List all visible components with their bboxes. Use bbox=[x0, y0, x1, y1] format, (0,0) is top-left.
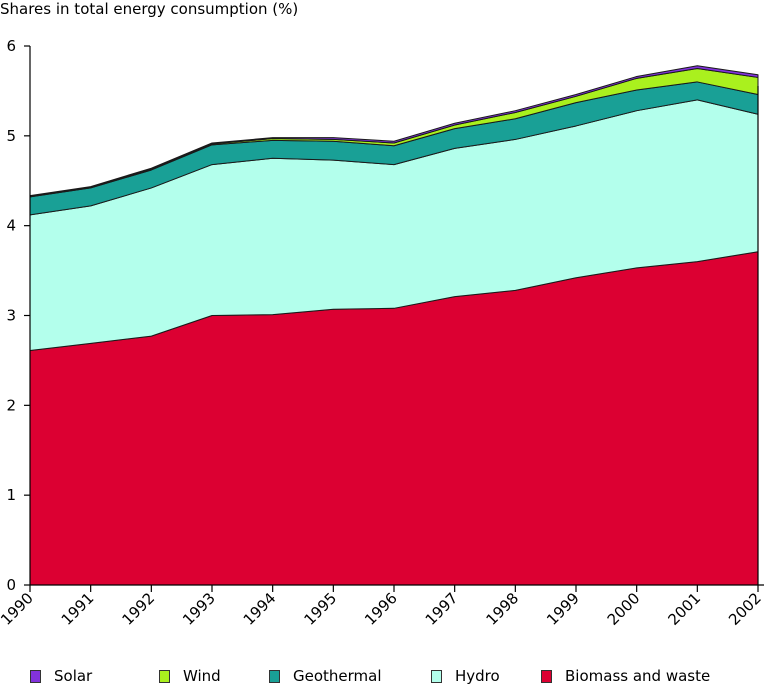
x-tick-label: 1993 bbox=[179, 589, 219, 629]
legend-label-geothermal: Geothermal bbox=[293, 667, 382, 685]
legend-label-wind: Wind bbox=[183, 667, 221, 685]
x-tick-label: 1996 bbox=[361, 589, 401, 629]
legend-item-biomass-and-waste: Biomass and waste bbox=[541, 667, 710, 685]
legend-swatch-solar bbox=[30, 669, 41, 683]
x-tick-label: 1999 bbox=[543, 589, 583, 629]
y-tick-label: 1 bbox=[6, 486, 16, 504]
legend-item-solar: Solar bbox=[30, 667, 159, 685]
x-tick-label: 1997 bbox=[422, 589, 462, 629]
y-tick-label: 4 bbox=[6, 217, 16, 235]
x-tick-label: 1995 bbox=[300, 589, 340, 629]
x-tick-label: 2000 bbox=[604, 589, 644, 629]
area-layers bbox=[29, 65, 759, 586]
x-axis-ticks: 1990 1991 1992 1993 1994 1995 1996 1997 1998 1999… bbox=[0, 585, 765, 629]
y-axis-ticks: 0 1 2 3 4 5 6 bbox=[6, 37, 30, 594]
x-tick-label: 2001 bbox=[664, 589, 704, 629]
x-tick-label: 1991 bbox=[58, 589, 98, 629]
y-tick-label: 3 bbox=[6, 307, 16, 325]
legend-item-wind: Wind bbox=[159, 667, 269, 685]
legend-label-solar: Solar bbox=[54, 667, 93, 685]
x-tick-label: 2002 bbox=[725, 589, 765, 629]
y-tick-label: 2 bbox=[6, 396, 16, 414]
legend-swatch-hydro bbox=[431, 669, 442, 683]
x-tick-label: 1994 bbox=[240, 589, 280, 629]
legend-label-hydro: Hydro bbox=[455, 667, 500, 685]
x-tick-label: 1992 bbox=[118, 589, 158, 629]
legend-label-biomass-and-waste: Biomass and waste bbox=[565, 667, 711, 685]
y-tick-label: 6 bbox=[6, 37, 16, 55]
x-tick-label: 1990 bbox=[0, 589, 37, 629]
legend: Solar Wind Geothermal Hydro Biomass and … bbox=[30, 667, 710, 685]
legend-item-geothermal: Geothermal bbox=[269, 667, 431, 685]
area-solar bbox=[29, 65, 759, 197]
legend-swatch-geothermal bbox=[269, 669, 280, 683]
chart-title: Shares in total energy consumption (%) bbox=[0, 0, 299, 18]
y-tick-label: 0 bbox=[6, 576, 16, 594]
legend-swatch-biomass-and-waste bbox=[541, 669, 552, 683]
legend-swatch-wind bbox=[159, 669, 170, 683]
legend-item-hydro: Hydro bbox=[431, 667, 541, 685]
y-tick-label: 5 bbox=[6, 127, 16, 145]
x-tick-label: 1998 bbox=[482, 589, 522, 629]
